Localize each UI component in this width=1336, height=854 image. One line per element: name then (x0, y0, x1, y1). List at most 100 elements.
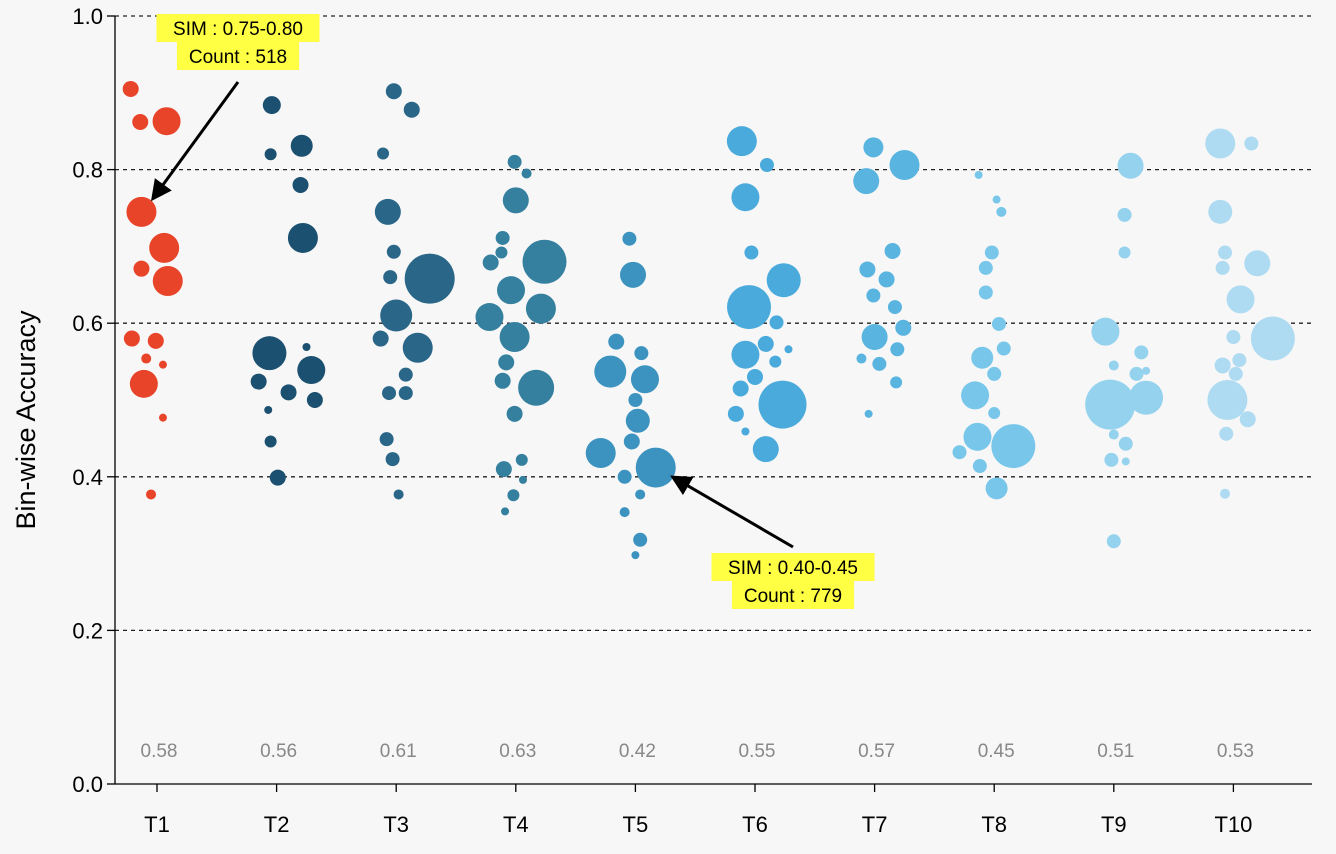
y-tick-label: 1.0 (72, 4, 103, 29)
category-value-label: 0.58 (141, 741, 178, 762)
bubble-point (759, 157, 774, 172)
bubble-point (872, 356, 887, 371)
bubble-point (292, 176, 309, 193)
bubble-point (996, 206, 1007, 217)
bubble-point (262, 96, 281, 115)
bubble-point (971, 346, 994, 369)
bubble-point (991, 316, 1006, 331)
bubble-point (952, 445, 967, 460)
bubble-point (635, 447, 676, 488)
bubble-point (731, 340, 760, 369)
bubble-point (146, 489, 157, 500)
y-tick-label: 0.6 (72, 311, 103, 336)
annotation-arrow (670, 475, 794, 549)
bubble-point (525, 293, 556, 324)
y-tick-label: 0.8 (72, 158, 103, 183)
bubble-point (1108, 429, 1119, 440)
category-value-label: 0.57 (858, 741, 895, 762)
bubble-point (769, 315, 784, 330)
category-value-label: 0.53 (1217, 741, 1254, 762)
bubble-point (744, 245, 759, 260)
category-value-label: 0.51 (1097, 741, 1134, 762)
bubble-point (996, 341, 1011, 356)
x-axis: T1 T2 T3 T4 T5 T6 T7 T8 T9 T10 (115, 783, 1312, 837)
bubble-point (374, 198, 401, 225)
bubble-point (987, 366, 1002, 381)
bubble-point (984, 245, 999, 260)
bubble-point (1244, 136, 1259, 151)
annotation: SIM : 0.40-0.45 Count : 779 (670, 475, 875, 609)
bubble-point (974, 170, 983, 179)
bubble-point (1104, 452, 1119, 467)
bubble-point (992, 195, 1001, 204)
bubble-point (585, 437, 616, 468)
bubble-point (382, 386, 397, 401)
bubble-point (380, 299, 413, 332)
annotation-highlight (156, 14, 320, 42)
bubble-point (634, 346, 649, 361)
category-value-label: 0.45 (978, 741, 1015, 762)
bubbles (122, 80, 1295, 560)
bubble-point (383, 270, 398, 285)
bubble-point (1232, 353, 1247, 368)
bubble-point (1250, 316, 1295, 361)
bubble-point (784, 345, 793, 354)
bubble-point (863, 137, 884, 158)
bubble-point (264, 405, 273, 414)
bubble-point (518, 475, 527, 484)
bubble-point (991, 424, 1036, 469)
bubble-point (498, 354, 515, 371)
x-tick-label: T3 (383, 812, 409, 837)
bubble-point (252, 336, 287, 371)
bubble-point (1226, 285, 1255, 314)
bubble-point (133, 260, 150, 277)
bubble-point (1091, 317, 1120, 346)
bubble-point (878, 271, 895, 288)
x-tick-label: T2 (264, 812, 290, 837)
bubble-point (1244, 250, 1271, 277)
bubble-point (385, 452, 400, 467)
annotation-highlight (731, 581, 855, 609)
bubble-point (393, 489, 404, 500)
annotation-highlight (176, 42, 300, 70)
category-value-label: 0.55 (739, 741, 776, 762)
bubble-point (617, 469, 632, 484)
bubble-point (404, 253, 455, 304)
bubble-point (856, 353, 867, 364)
bubble-point (727, 285, 772, 330)
category-value-label: 0.63 (499, 741, 536, 762)
bubble-point (1214, 357, 1231, 374)
bubble-point (727, 405, 744, 422)
bubble-point (1117, 152, 1144, 179)
bubble-point (608, 333, 625, 350)
bubble-point (594, 355, 627, 388)
bubble-point (731, 183, 760, 212)
bubble-point (963, 422, 992, 451)
bubble-point (1226, 330, 1241, 345)
y-tick-label: 0.2 (72, 618, 103, 643)
annotations: SIM : 0.75-0.80 Count : 518 SIM : 0.40-0.4… (150, 14, 875, 609)
bubble-point (287, 222, 318, 253)
bubble-point (297, 356, 326, 385)
bubble-point (372, 330, 389, 347)
bubble-point (752, 436, 779, 463)
bubble-point (147, 332, 164, 349)
annotation-text: Count : 779 (744, 586, 842, 607)
bubble-point (475, 303, 504, 332)
bubble-point (988, 407, 1001, 420)
bubble-point (1085, 379, 1136, 430)
bubble-point (123, 330, 140, 347)
bubble-point (521, 168, 532, 179)
bubble-point (853, 168, 880, 195)
bubble-point (628, 393, 643, 407)
bubble-point (1218, 245, 1233, 260)
bubble-point (622, 231, 637, 246)
bubble-point (889, 149, 920, 180)
bubble-point (152, 107, 181, 136)
bubble-point (631, 551, 640, 560)
bubble-point (747, 368, 763, 385)
annotation-text: SIM : 0.75-0.80 (173, 19, 303, 40)
bubble-point (499, 322, 530, 353)
bubble-point (507, 154, 522, 169)
